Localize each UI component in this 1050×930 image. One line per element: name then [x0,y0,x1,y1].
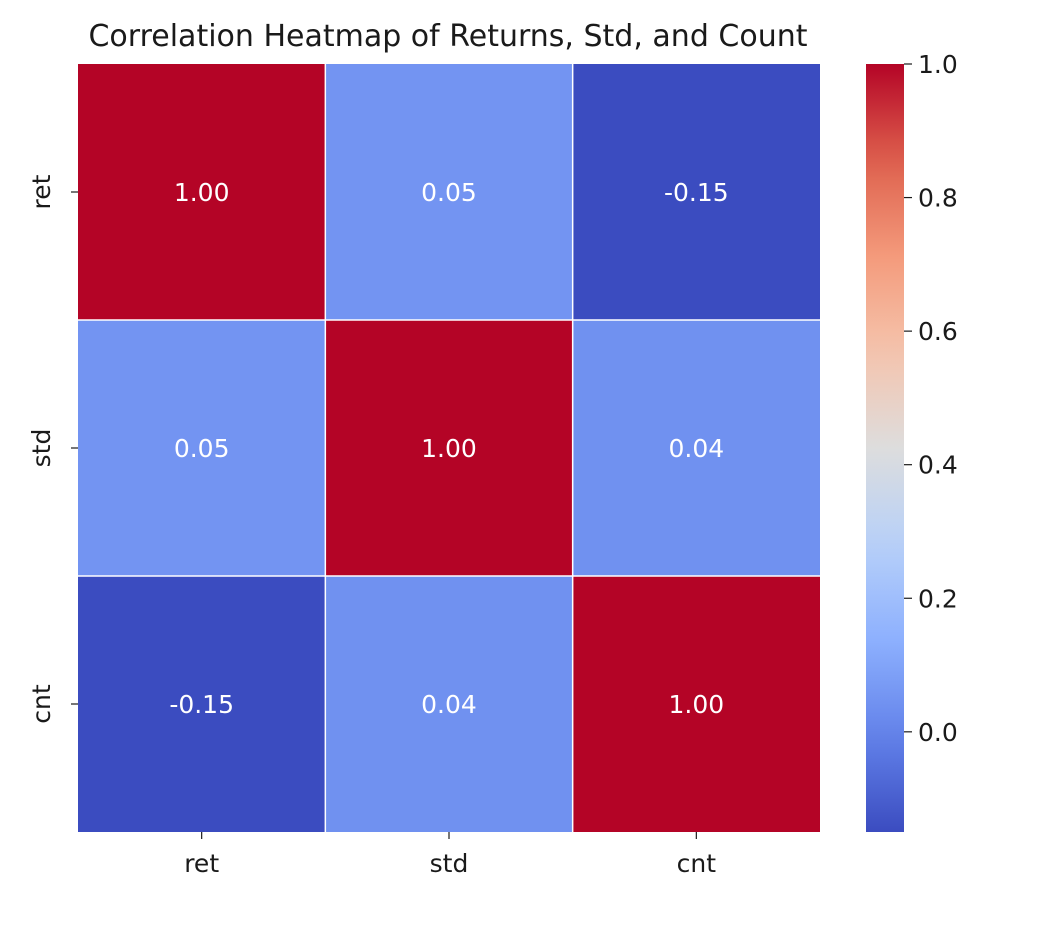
heatmap-cell-std-ret [78,320,326,576]
heatmap-cell-ret-ret [78,64,326,320]
colorbar-tick-label: 1.0 [918,50,958,79]
chart-title: Correlation Heatmap of Returns, Std, and… [88,19,807,54]
heatmap-cells [78,64,820,832]
cell-value-label: 0.05 [421,178,477,207]
y-tick-label-cnt: cnt [27,684,56,724]
heatmap-cell-ret-std [325,64,573,320]
heatmap-cell-std-cnt [572,320,820,576]
colorbar-gradient [866,64,904,832]
cell-value-label: 0.05 [174,434,230,463]
colorbar-tick-label: 0.2 [918,584,958,613]
heatmap-grid-lines [78,64,820,832]
heatmap-cell-cnt-cnt [572,576,820,832]
x-tick-label-std: std [430,849,469,878]
heatmap-cell-labels: 1.00 0.05 -0.15 0.05 1.00 0.04 -0.15 0.04 1.00 [169,178,728,719]
y-tick-label-ret: ret [27,174,56,209]
y-tick-label-std: std [27,429,56,468]
heatmap-cell-std-std [325,320,573,576]
heatmap-cell-ret-cnt [572,64,820,320]
heatmap-axes: ret std cnt ret std cnt [27,174,716,878]
colorbar-tick-label: 0.0 [918,718,958,747]
heatmap-cell-cnt-ret [78,576,326,832]
cell-value-label: 0.04 [421,690,477,719]
cell-value-label: 1.00 [174,178,230,207]
colorbar: 1.0 0.8 0.6 0.4 0.2 0.0 [866,50,958,832]
x-tick-label-ret: ret [184,849,219,878]
cell-value-label: -0.15 [169,690,234,719]
colorbar-tick-label: 0.8 [918,184,958,213]
x-tick-label-cnt: cnt [677,849,717,878]
colorbar-tick-label: 0.4 [918,451,958,480]
cell-value-label: 1.00 [668,690,724,719]
cell-value-label: 1.00 [421,434,477,463]
cell-value-label: -0.15 [664,178,729,207]
heatmap-cell-cnt-std [325,576,573,832]
colorbar-tick-label: 0.6 [918,317,958,346]
cell-value-label: 0.04 [668,434,724,463]
